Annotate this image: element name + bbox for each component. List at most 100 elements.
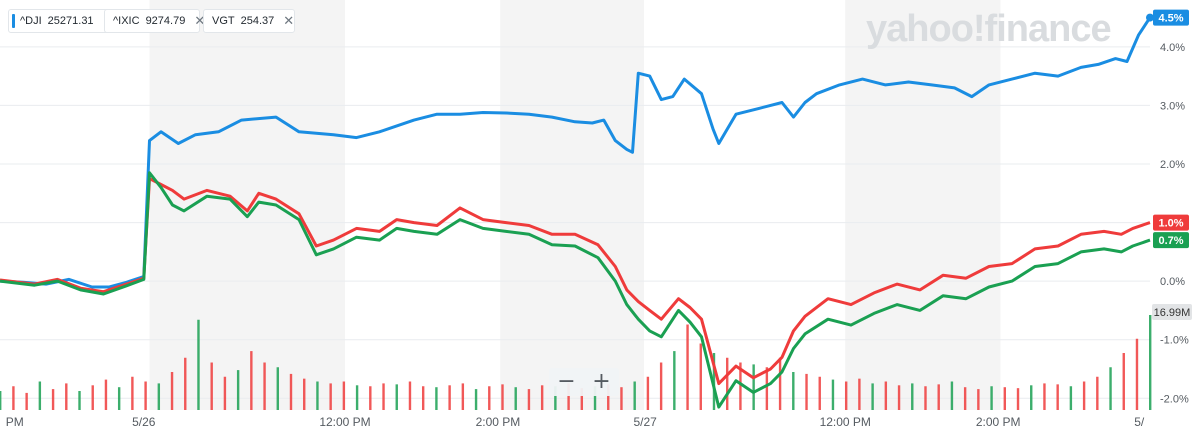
volume-bar [1122, 353, 1125, 410]
volume-bar [1030, 385, 1033, 410]
volume-bar [25, 392, 28, 410]
volume-bar [316, 381, 319, 410]
zoom-in-button[interactable]: + [592, 369, 611, 394]
volume-bar [1082, 381, 1086, 410]
volume-bar [408, 381, 412, 410]
x-tick-label: 12:00 PM [319, 415, 370, 429]
session-band-0 [149, 0, 345, 410]
legend-chip-vgt[interactable]: VGT 254.37 ✕ [203, 9, 295, 33]
ixic-symbol: ^IXIC [113, 15, 140, 27]
volume-bar [1149, 315, 1152, 410]
dji-color-swatch [12, 14, 15, 28]
vgt-close-icon[interactable]: ✕ [283, 13, 295, 28]
volume-bar [884, 381, 888, 410]
volume-bar [289, 373, 293, 410]
volume-bar [65, 383, 68, 410]
volume-bar [1056, 384, 1059, 410]
volume-label-text: 16.99M [1154, 307, 1191, 319]
grid-lines [0, 46, 1150, 399]
volume-bar [51, 389, 55, 410]
volume-bar [831, 379, 835, 410]
volume-bar [263, 362, 266, 410]
vgt-value: 254.37 [240, 15, 275, 27]
volume-bar [739, 362, 742, 410]
volume-bar [435, 387, 438, 410]
volume-bar [236, 370, 240, 410]
x-tick-label: 2:00 PM [476, 415, 521, 429]
volume-bar [765, 367, 769, 410]
volume-bar [620, 387, 623, 410]
dji-value: 25271.31 [47, 15, 94, 27]
volume-bar [540, 385, 544, 410]
ixic-value: 9274.79 [145, 15, 186, 27]
zoom-out-button[interactable]: − [557, 369, 576, 394]
volume-bar [659, 362, 663, 410]
series-lines [0, 13, 1154, 409]
volume-bar [395, 384, 398, 410]
end-label-text: 1.0% [1158, 218, 1183, 230]
volume-label-box [1152, 304, 1192, 320]
series-end-labels: 4.5% 1.0% 0.7% 16.99M [1152, 9, 1192, 320]
volume-bar [369, 386, 372, 410]
ixic-close-icon[interactable]: ✕ [194, 13, 206, 28]
end-label-text: 4.5% [1158, 13, 1183, 25]
volume-bar [1096, 376, 1099, 410]
volume-bar [250, 351, 253, 410]
volume-bar [567, 383, 570, 410]
session-band-2 [845, 0, 1001, 410]
volume-bar [382, 383, 385, 410]
series-line-vgt [0, 171, 1151, 409]
volume-bar [1016, 388, 1020, 410]
volume-bar [276, 367, 279, 410]
session-bands [149, 0, 1001, 410]
volume-bar [924, 386, 927, 410]
volume-bar [911, 383, 914, 410]
y-tick-label: 3.0% [1160, 100, 1185, 112]
volume-bar [990, 386, 993, 410]
volume-bars [0, 315, 1152, 410]
volume-bar [1135, 338, 1139, 410]
end-label-box [1153, 232, 1189, 249]
volume-bar [197, 319, 200, 410]
x-tick-label: 5/ [1134, 415, 1145, 429]
x-tick-label: 5/26 [132, 415, 156, 429]
volume-bar [329, 383, 332, 410]
volume-bar [131, 376, 134, 410]
volume-bar [303, 378, 306, 410]
volume-bar [461, 383, 465, 410]
volume-bar [12, 386, 15, 410]
x-tick-label: 5/27 [633, 415, 657, 429]
dji-symbol: ^DJI [20, 15, 42, 27]
volume-bar [778, 357, 782, 410]
volume-bar [91, 385, 94, 410]
session-band-1 [500, 0, 644, 410]
volume-bar [646, 376, 650, 410]
volume-bar [607, 384, 610, 410]
volume-bar [170, 372, 174, 410]
legend-chip-ixic[interactable]: ^IXIC 9274.79 ✕ [104, 9, 205, 33]
volume-bar [593, 386, 597, 410]
volume-bar [897, 385, 901, 410]
yahoo-finance-logo: yahoo!finance [866, 8, 1112, 50]
volume-bar [1003, 387, 1006, 410]
zoom-controls: − + [549, 368, 619, 396]
volume-bar [223, 376, 227, 410]
volume-bar [117, 387, 121, 410]
volume-bar [210, 362, 213, 410]
volume-bar [858, 378, 861, 410]
volume-bar [792, 372, 795, 410]
y-tick-label: -1.0% [1160, 335, 1189, 347]
volume-bar [963, 387, 967, 410]
volume-bar [937, 384, 940, 410]
volume-bar [818, 376, 821, 410]
volume-bar [38, 381, 42, 410]
y-tick-label: 4.0% [1160, 42, 1185, 54]
volume-bar [805, 373, 808, 410]
end-label-box [1153, 9, 1189, 26]
volume-bar [514, 387, 517, 410]
volume-bar [950, 381, 954, 410]
volume-bar [1109, 367, 1112, 410]
x-axis: PM 5/26 12:00 PM 2:00 PM 5/27 12:00 PM 2:00 PM… [6, 415, 1145, 429]
volume-bar [527, 389, 531, 410]
